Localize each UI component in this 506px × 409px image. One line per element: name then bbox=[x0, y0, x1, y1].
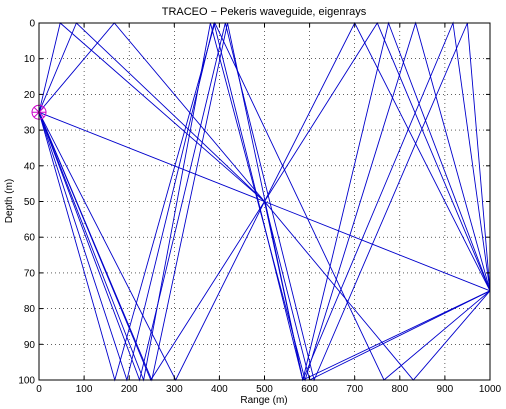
x-tick-label: 800 bbox=[391, 384, 408, 395]
eigenray-line bbox=[38, 112, 491, 381]
y-tick-label: 80 bbox=[24, 304, 36, 315]
x-tick-label: 200 bbox=[121, 384, 138, 395]
x-tick-label: 1000 bbox=[479, 384, 502, 395]
x-tick-label: 700 bbox=[346, 384, 363, 395]
y-tick-label: 70 bbox=[24, 268, 36, 279]
eigenray-line bbox=[38, 21, 491, 382]
x-tick-label: 600 bbox=[301, 384, 318, 395]
x-tick-label: 400 bbox=[211, 384, 228, 395]
x-tick-label: 900 bbox=[437, 384, 454, 395]
y-tick-label: 10 bbox=[24, 54, 36, 65]
eigenray-line bbox=[38, 21, 491, 382]
axis-ticks: 0 100 200 300 400 500 600 700 800 900 100001020304… bbox=[18, 19, 501, 396]
y-tick-label: 40 bbox=[24, 161, 36, 172]
x-tick-label: 100 bbox=[76, 384, 93, 395]
y-tick-label: 20 bbox=[24, 90, 36, 101]
y-tick-label: 100 bbox=[18, 376, 35, 387]
eigenray-line bbox=[38, 21, 491, 382]
y-axis-label: Depth (m) bbox=[4, 179, 15, 223]
y-tick-label: 90 bbox=[24, 340, 36, 351]
y-tick-label: 50 bbox=[24, 197, 36, 208]
eigenray-line bbox=[38, 22, 491, 382]
y-tick-label: 60 bbox=[24, 233, 36, 244]
x-tick-label: 0 bbox=[36, 384, 42, 395]
x-tick-label: 500 bbox=[256, 384, 273, 395]
x-tick-label: 300 bbox=[166, 384, 183, 395]
chart-title: TRACEO − Pekeris waveguide, eigenrays bbox=[162, 6, 367, 18]
x-axis-label: Range (m) bbox=[240, 395, 287, 406]
y-tick-label: 30 bbox=[24, 126, 36, 137]
y-tick-label: 0 bbox=[29, 19, 35, 30]
